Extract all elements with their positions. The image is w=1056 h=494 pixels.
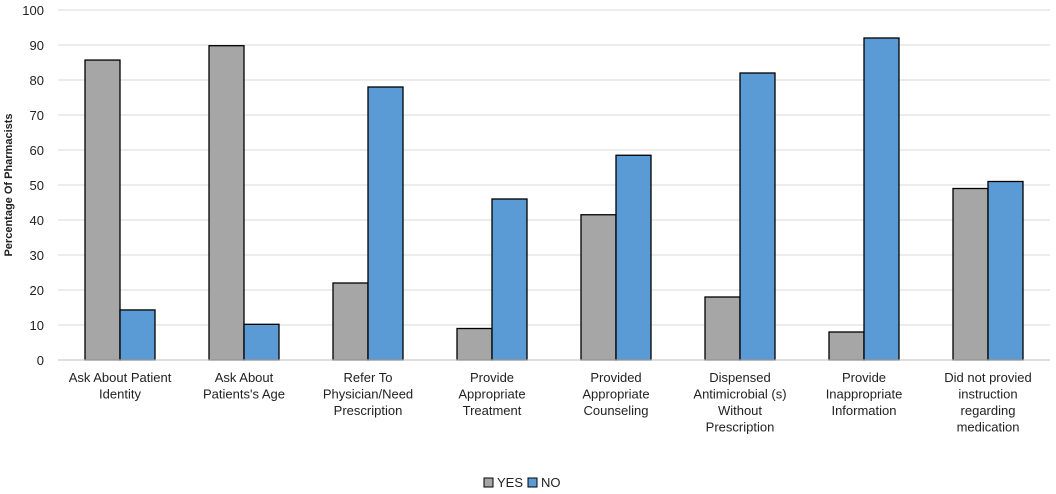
y-axis-label: Percentage Of Pharmacists	[3, 113, 15, 256]
x-category-label: Ask About Patient Identity	[69, 370, 172, 402]
bar-no	[739, 72, 776, 361]
bar-yes	[580, 214, 617, 361]
x-category-label: Did not provied instruction regarding medic…	[944, 370, 1031, 435]
gridlines	[58, 9, 1050, 361]
bar-yes	[952, 187, 989, 361]
y-tick-label: 10	[30, 318, 44, 333]
x-category-label: Provide Inappropriate Information	[826, 370, 903, 418]
y-tick-label: 70	[30, 108, 44, 123]
bar-no	[243, 323, 280, 361]
x-category-label: Provide Appropriate Treatment	[458, 370, 525, 418]
bar-yes	[208, 45, 245, 361]
legend-swatch-yes	[483, 477, 494, 488]
bar-no	[367, 86, 404, 361]
legend-swatch-no	[527, 477, 538, 488]
y-tick-label: 40	[30, 213, 44, 228]
legend-label-no: NO	[541, 475, 561, 490]
y-tick-label: 20	[30, 283, 44, 298]
bar-yes	[456, 327, 493, 361]
y-tick-label: 100	[22, 3, 44, 18]
bar-yes	[332, 282, 369, 361]
bar-yes	[704, 296, 741, 361]
x-category-label: Dispensed Antimicrobial (s) Without Prescri…	[693, 370, 786, 435]
legend: YES NO	[483, 475, 561, 490]
x-category-label: Ask About Patients's Age	[203, 370, 285, 402]
x-category-label: Provided Appropriate Counseling	[582, 370, 649, 418]
y-tick-label: 30	[30, 248, 44, 263]
bar-yes	[84, 59, 121, 361]
y-tick-label: 90	[30, 38, 44, 53]
y-tick-label: 50	[30, 178, 44, 193]
legend-label-yes: YES	[497, 475, 523, 490]
bar-no	[491, 198, 528, 361]
y-tick-label: 80	[30, 73, 44, 88]
y-tick-label: 60	[30, 143, 44, 158]
bar-no	[863, 37, 900, 361]
y-axis-ticks: 0 10 20 30 40 50 60 70 80 90 100	[22, 3, 44, 368]
category-labels: Ask About Patient Identity Ask About Patien…	[69, 370, 1032, 435]
x-category-label: Refer To Physician/Need Prescription	[323, 370, 413, 418]
bars	[84, 37, 1024, 361]
y-tick-label: 0	[37, 353, 44, 368]
bar-no	[615, 154, 652, 361]
bar-no	[119, 309, 156, 361]
bar-no	[987, 180, 1024, 361]
bar-yes	[828, 331, 865, 361]
